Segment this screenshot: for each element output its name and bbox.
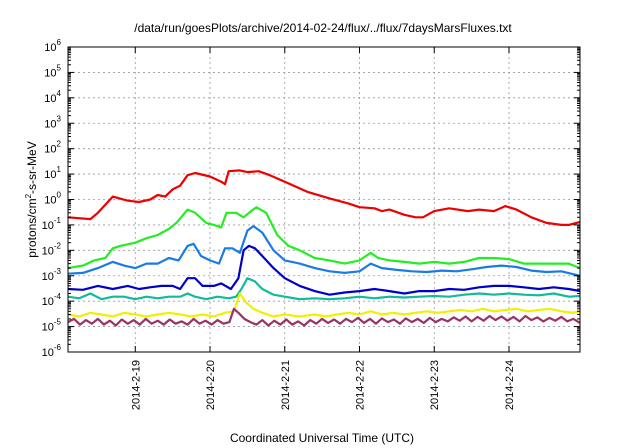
y-tick-label: 10-5 bbox=[42, 318, 62, 334]
y-tick-label: 10-3 bbox=[42, 267, 62, 283]
grid bbox=[68, 47, 580, 352]
y-tick-label: 101 bbox=[44, 165, 61, 181]
y-tick-label: 103 bbox=[44, 114, 61, 130]
x-axis-ticks: 2014-2-19 2014-2-20 2014-2-21 2014-2-22 2014… bbox=[130, 47, 516, 410]
y-axis-label-part1: protons/cm bbox=[25, 198, 39, 257]
y-tick-label: 10-6 bbox=[42, 343, 62, 359]
y-tick-label: 106 bbox=[44, 38, 61, 54]
y-axis-label: protons/cm2-s-sr-MeV bbox=[24, 141, 39, 257]
x-tick-label: 2014-2-21 bbox=[280, 360, 292, 410]
chart-title: /data/run/goesPlots/archive/2014-02-24/f… bbox=[134, 21, 512, 35]
x-tick-label: 2014-2-22 bbox=[355, 360, 367, 410]
series-line-5 bbox=[67, 277, 581, 301]
series-line-6 bbox=[67, 292, 581, 318]
y-tick-label: 10-2 bbox=[42, 241, 62, 257]
y-axis-label-part2: -s-sr-MeV bbox=[25, 141, 39, 194]
series-line-4 bbox=[67, 244, 581, 296]
y-tick-label: 10-1 bbox=[42, 216, 62, 232]
x-tick-label: 2014-2-23 bbox=[429, 360, 441, 410]
series-line-7 bbox=[67, 307, 581, 327]
series-line-1 bbox=[67, 169, 581, 226]
x-tick-label: 2014-2-19 bbox=[130, 360, 142, 410]
series-layer bbox=[67, 169, 581, 327]
y-tick-label: 102 bbox=[44, 140, 61, 156]
series-line-3 bbox=[67, 225, 581, 277]
y-tick-label: 104 bbox=[44, 89, 61, 105]
x-axis-label: Coordinated Universal Time (UTC) bbox=[230, 431, 414, 445]
y-tick-label: 105 bbox=[44, 63, 61, 79]
y-tick-label: 100 bbox=[44, 191, 61, 207]
y-tick-label: 10-4 bbox=[42, 292, 62, 308]
y-axis-ticks: 10-6 10-5 10-4 10-3 10-2 10-1 100 101 102 103 104 1… bbox=[42, 38, 580, 359]
x-tick-label: 2014-2-24 bbox=[504, 360, 516, 410]
y-axis-label-sup: 2 bbox=[24, 193, 33, 198]
series-line-2 bbox=[67, 206, 581, 270]
x-tick-label: 2014-2-20 bbox=[205, 360, 217, 410]
